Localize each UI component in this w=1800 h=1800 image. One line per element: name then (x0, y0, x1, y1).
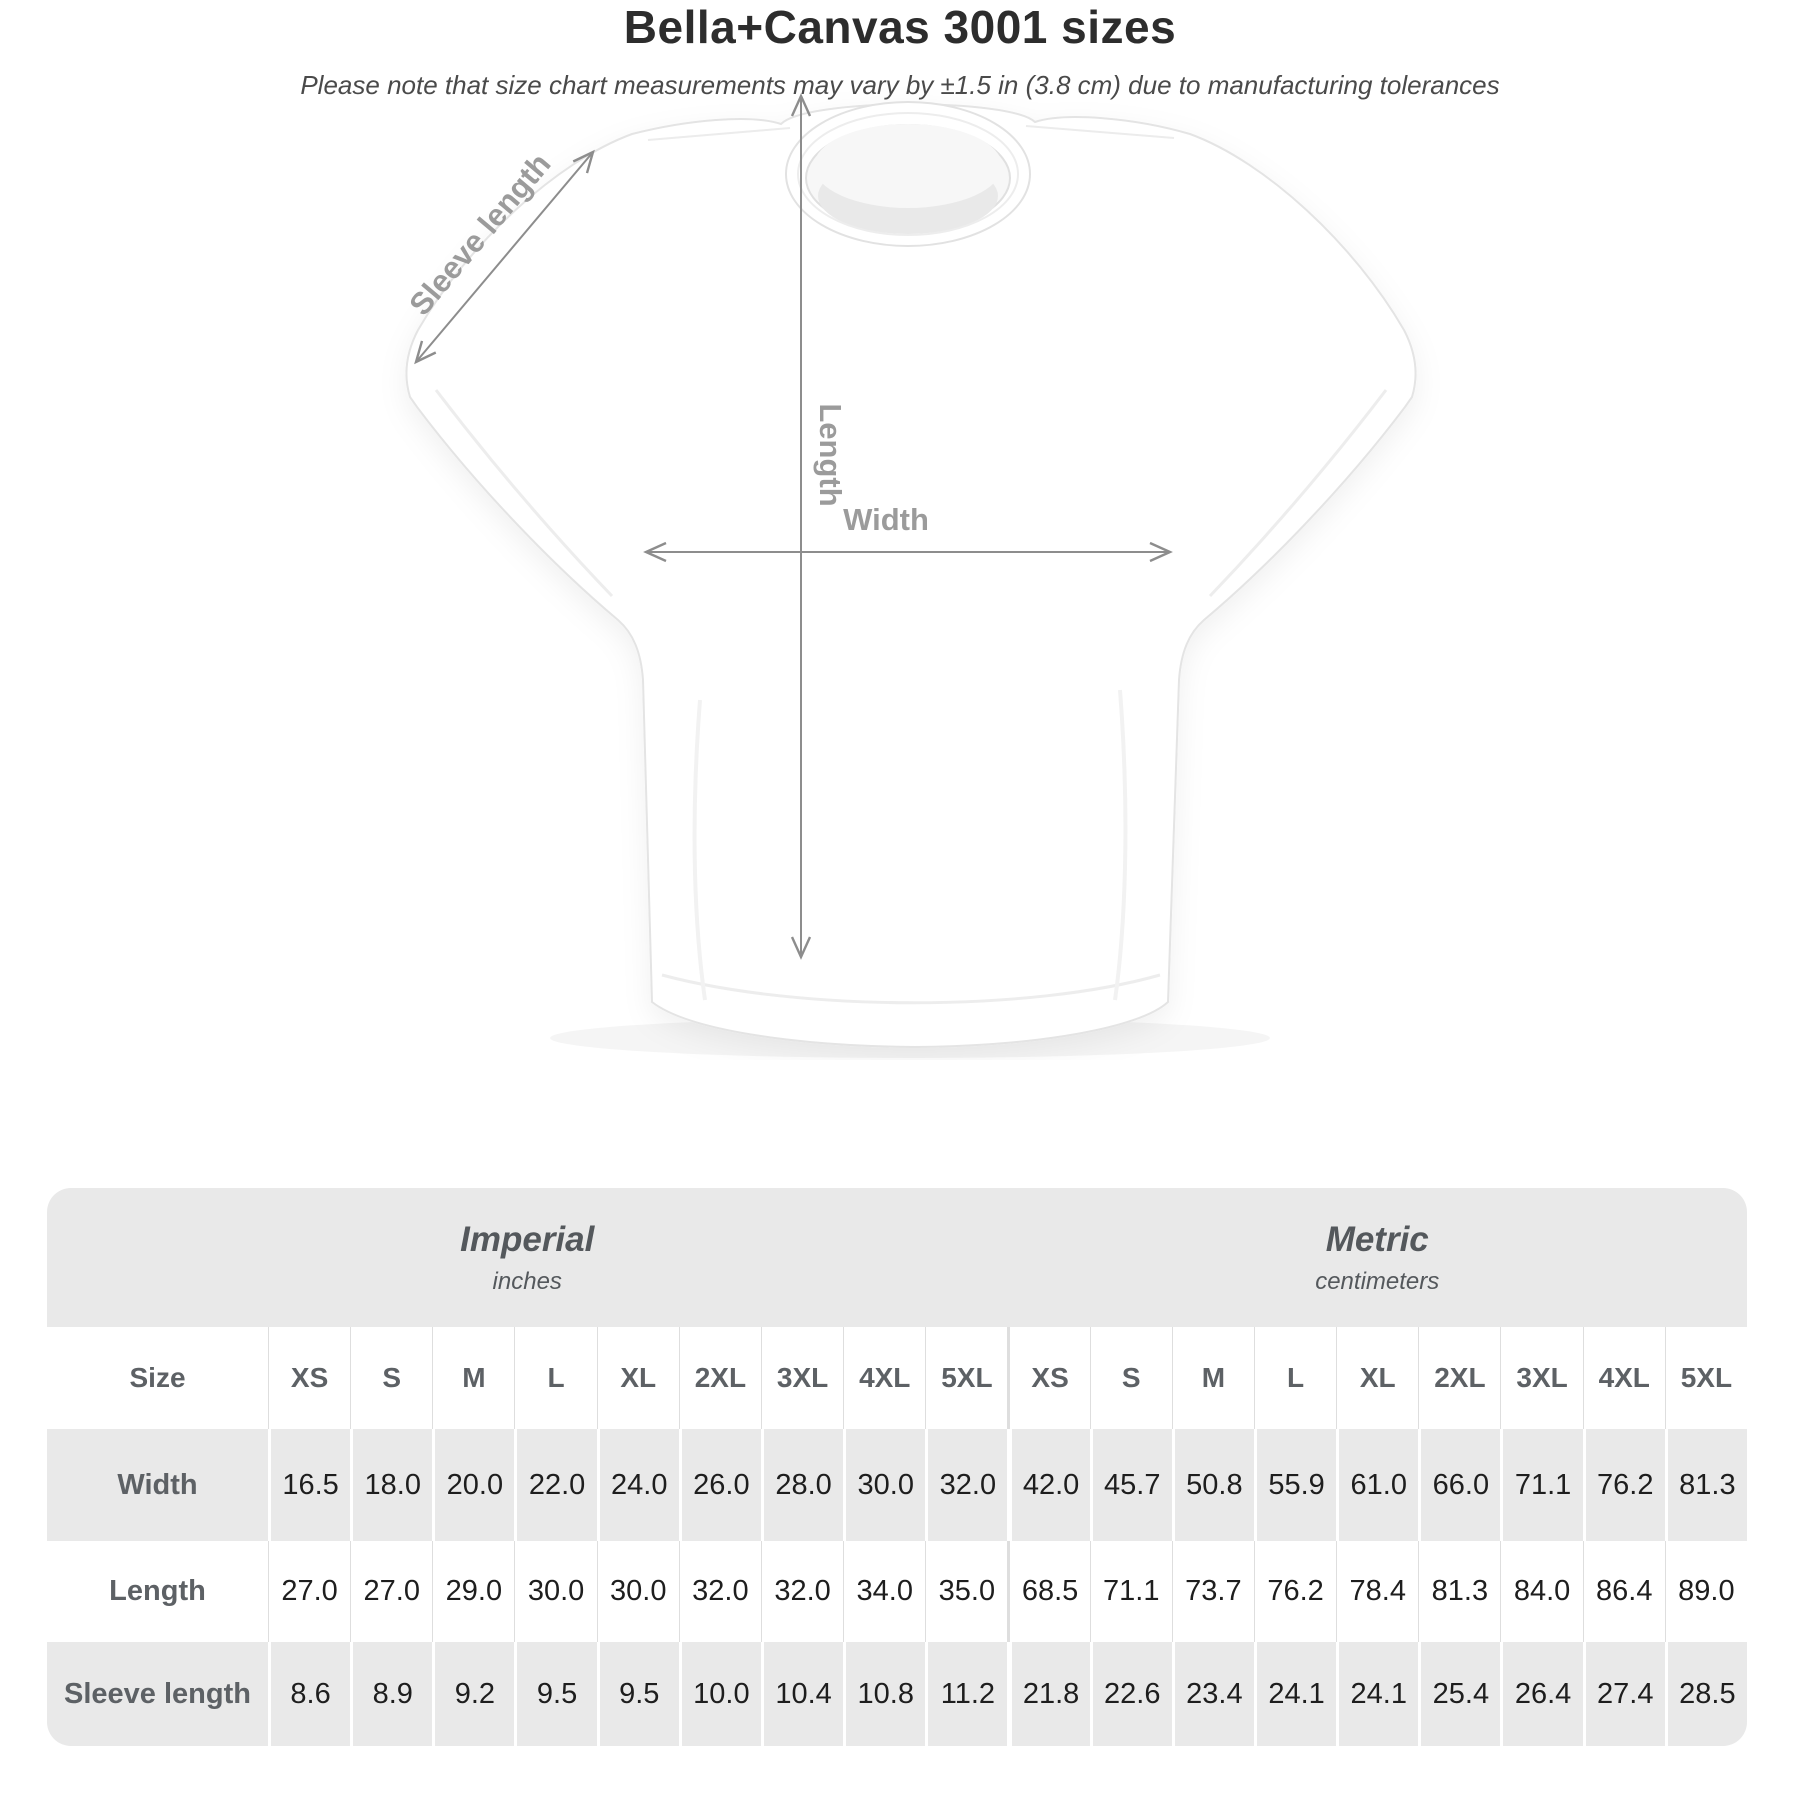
width-label: Width (843, 502, 929, 537)
measurement-value: 32.0 (925, 1429, 1007, 1541)
tshirt-measurement-diagram: Sleeve length Length Width (402, 93, 1417, 1058)
length-label: Length (813, 403, 848, 506)
size-col-header-metric-4xl: 4XL (1582, 1327, 1665, 1429)
size-col-header-metric-l: L (1253, 1327, 1337, 1429)
metric-unit: centimeters (1315, 1267, 1440, 1295)
size-col-header-imperial-4xl: 4XL (843, 1327, 926, 1429)
measurement-value: 81.3 (1664, 1429, 1747, 1541)
title-block: Bella+Canvas 3001 sizes Please note that… (0, 0, 1800, 101)
size-col-header-metric-m: M (1171, 1327, 1254, 1429)
measurement-value: 71.1 (1500, 1429, 1582, 1541)
measurement-value: 27.4 (1582, 1642, 1665, 1746)
size-col-header-imperial-5xl: 5XL (925, 1327, 1008, 1429)
measurement-value: 32.0 (760, 1541, 844, 1642)
measurement-value: 55.9 (1253, 1429, 1336, 1541)
measurement-value: 45.7 (1089, 1429, 1172, 1541)
measurement-value: 30.0 (514, 1541, 597, 1642)
measurement-value: 28.0 (760, 1429, 843, 1541)
measurement-value: 24.1 (1253, 1642, 1336, 1746)
measurement-value: 16.5 (268, 1429, 350, 1541)
measurement-value: 35.0 (925, 1541, 1008, 1642)
row-label: Width (117, 1468, 198, 1501)
measurement-value: 28.5 (1664, 1642, 1747, 1746)
measurement-value: 9.5 (514, 1642, 596, 1746)
measurement-value: 10.8 (843, 1642, 925, 1746)
measurement-value: 34.0 (843, 1541, 926, 1642)
measurement-value: 8.9 (350, 1642, 432, 1746)
size-col-header-metric-3xl: 3XL (1500, 1327, 1583, 1429)
size-col-header-imperial-s: S (350, 1327, 433, 1429)
metric-heading: Metric (1325, 1219, 1429, 1259)
size-col-header-metric-xs: XS (1007, 1327, 1090, 1429)
measurement-value: 71.1 (1089, 1541, 1172, 1642)
sleeve-length-arrow (414, 149, 595, 365)
measurement-value: 26.0 (678, 1429, 761, 1541)
tshirt-graphic (405, 101, 1417, 1049)
measurement-value: 26.4 (1500, 1642, 1582, 1746)
measurement-value: 11.2 (925, 1642, 1007, 1746)
measurement-value: 42.0 (1007, 1429, 1089, 1541)
measurement-value: 8.6 (268, 1642, 350, 1746)
row-label: Sleeve length (64, 1677, 251, 1710)
measurement-value: 22.0 (514, 1429, 596, 1541)
size-col-header-imperial-m: M (432, 1327, 515, 1429)
measurement-value: 18.0 (350, 1429, 432, 1541)
measurement-value: 68.5 (1007, 1541, 1090, 1642)
measurement-value: 61.0 (1336, 1429, 1418, 1541)
measurement-value: 81.3 (1418, 1541, 1501, 1642)
measurement-value: 86.4 (1582, 1541, 1665, 1642)
measurement-value: 76.2 (1582, 1429, 1665, 1541)
measurement-value: 84.0 (1500, 1541, 1583, 1642)
measurement-value: 25.4 (1418, 1642, 1500, 1746)
size-header-label: Size (47, 1327, 268, 1429)
measurement-value: 10.0 (678, 1642, 761, 1746)
size-col-header-metric-xl: XL (1336, 1327, 1419, 1429)
size-col-header-imperial-3xl: 3XL (760, 1327, 844, 1429)
measurement-value: 89.0 (1664, 1541, 1747, 1642)
measurement-value: 30.0 (596, 1541, 679, 1642)
measurement-value: 76.2 (1253, 1541, 1337, 1642)
page-subtitle: Please note that size chart measurements… (300, 70, 1500, 100)
measurement-value: 73.7 (1171, 1541, 1254, 1642)
size-col-header-metric-2xl: 2XL (1418, 1327, 1501, 1429)
measurement-value: 23.4 (1171, 1642, 1254, 1746)
measurement-value: 21.8 (1007, 1642, 1089, 1746)
measurement-value: 27.0 (268, 1541, 351, 1642)
measurement-value: 9.5 (596, 1642, 679, 1746)
size-chart-card: Imperial inches Metric centimeters Size X… (47, 1188, 1747, 1746)
size-col-header-imperial-2xl: 2XL (678, 1327, 761, 1429)
size-col-header-metric-s: S (1089, 1327, 1172, 1429)
measurement-value: 10.4 (760, 1642, 843, 1746)
measurement-value: 27.0 (350, 1541, 433, 1642)
measurement-value: 24.1 (1336, 1642, 1418, 1746)
size-table: Imperial inches Metric centimeters Size X… (47, 1188, 1747, 1746)
page-title: Bella+Canvas 3001 sizes (623, 1, 1177, 53)
measurement-value: 29.0 (432, 1541, 515, 1642)
measurement-value: 24.0 (596, 1429, 679, 1541)
size-col-header-imperial-xs: XS (268, 1327, 351, 1429)
size-col-header-imperial-l: L (514, 1327, 597, 1429)
measurement-value: 32.0 (678, 1541, 761, 1642)
unit-group-imperial: Imperial inches (47, 1188, 1007, 1327)
row-label: Length (47, 1541, 268, 1642)
measurement-value: 78.4 (1336, 1541, 1419, 1642)
size-col-header-imperial-xl: XL (596, 1327, 679, 1429)
measurement-value: 22.6 (1089, 1642, 1172, 1746)
measurement-value: 20.0 (432, 1429, 514, 1541)
size-col-header-metric-5xl: 5XL (1664, 1327, 1747, 1429)
measurement-value: 50.8 (1171, 1429, 1254, 1541)
imperial-unit: inches (492, 1267, 562, 1295)
measurement-value: 30.0 (843, 1429, 925, 1541)
unit-group-metric: Metric centimeters (1007, 1188, 1747, 1327)
imperial-heading: Imperial (460, 1219, 595, 1259)
measurement-value: 9.2 (432, 1642, 514, 1746)
measurement-value: 66.0 (1418, 1429, 1500, 1541)
